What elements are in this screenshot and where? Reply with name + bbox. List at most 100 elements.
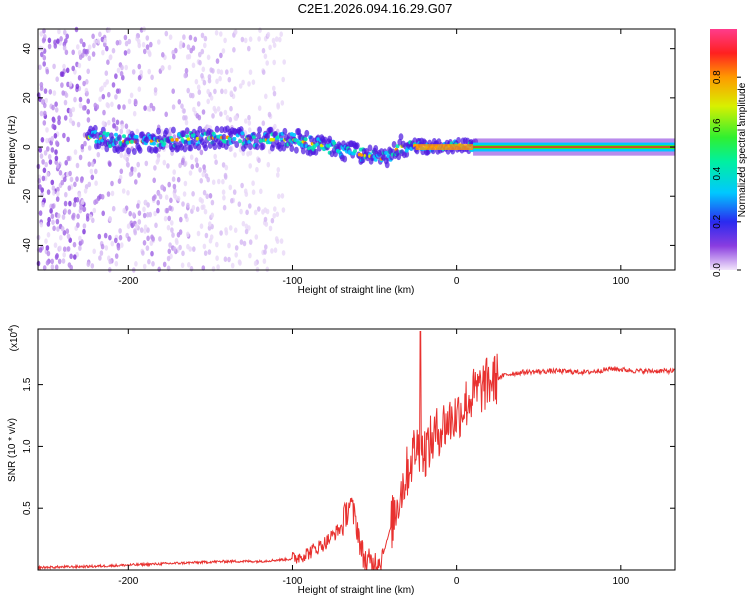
noise-mark xyxy=(186,202,190,209)
noise-mark xyxy=(219,31,223,37)
y-tick-label: -40 xyxy=(22,238,33,253)
noise-mark xyxy=(135,128,140,135)
noise-mark xyxy=(45,260,50,266)
noise-mark xyxy=(104,245,109,251)
noise-mark xyxy=(123,154,127,160)
noise-mark xyxy=(78,54,83,60)
noise-mark xyxy=(56,226,60,232)
noise-mark xyxy=(219,69,224,75)
noise-mark xyxy=(54,264,59,271)
noise-mark xyxy=(60,179,65,186)
noise-mark xyxy=(134,179,138,185)
noise-mark xyxy=(257,206,261,212)
noise-mark xyxy=(54,254,59,260)
noise-mark xyxy=(79,177,84,184)
noise-mark xyxy=(222,195,226,201)
noise-mark xyxy=(56,190,60,197)
noise-mark xyxy=(86,117,91,123)
noise-mark xyxy=(133,166,137,173)
noise-mark xyxy=(108,216,112,222)
noise-mark xyxy=(251,180,255,186)
ridge-core-mark xyxy=(122,134,126,139)
noise-mark xyxy=(69,253,73,260)
noise-mark xyxy=(98,96,102,102)
noise-mark xyxy=(239,208,243,215)
noise-mark xyxy=(241,150,246,156)
noise-mark xyxy=(63,208,67,214)
ridge-band-mark xyxy=(214,125,220,133)
noise-mark xyxy=(151,195,156,202)
noise-mark xyxy=(94,168,98,175)
noise-mark xyxy=(106,191,111,197)
noise-mark xyxy=(178,162,182,169)
ridge-core-mark xyxy=(303,137,308,142)
noise-mark xyxy=(46,250,51,257)
noise-mark xyxy=(115,119,120,126)
ridge-core-mark xyxy=(386,154,391,158)
ridge-band-mark xyxy=(396,153,402,161)
noise-mark xyxy=(120,64,124,71)
noise-mark xyxy=(172,169,176,175)
noise-mark xyxy=(214,30,219,36)
noise-mark xyxy=(88,214,93,220)
noise-mark xyxy=(63,29,67,36)
noise-mark xyxy=(143,224,148,230)
noise-mark xyxy=(41,201,45,208)
noise-mark xyxy=(46,171,50,177)
noise-mark xyxy=(279,31,284,37)
noise-mark xyxy=(85,216,90,222)
x-tick-label: -200 xyxy=(118,276,138,287)
noise-mark xyxy=(233,29,238,35)
noise-mark xyxy=(72,201,77,208)
noise-mark xyxy=(228,116,233,123)
x-tick-label: 100 xyxy=(612,276,629,287)
noise-mark xyxy=(66,246,71,252)
noise-mark xyxy=(241,79,245,86)
noise-mark xyxy=(264,221,269,227)
ridge-core-mark xyxy=(384,150,389,155)
noise-mark xyxy=(201,265,206,271)
noise-mark xyxy=(126,223,131,229)
noise-mark xyxy=(143,105,147,111)
x-tick-label: -100 xyxy=(282,276,302,287)
y-tick-label: 1.0 xyxy=(22,439,33,453)
noise-mark xyxy=(66,136,70,143)
noise-mark xyxy=(180,262,185,269)
noise-mark xyxy=(230,198,234,204)
ridge-band-mark xyxy=(373,145,379,152)
noise-mark xyxy=(76,121,81,128)
noise-mark xyxy=(105,45,109,52)
noise-mark xyxy=(78,235,82,242)
noise-mark xyxy=(64,38,68,44)
noise-mark xyxy=(219,111,223,117)
noise-mark xyxy=(216,264,220,270)
noise-mark xyxy=(160,184,164,191)
noise-mark xyxy=(54,155,59,162)
noise-mark xyxy=(253,260,258,267)
noise-mark xyxy=(182,115,186,121)
noise-mark xyxy=(242,240,247,247)
noise-mark xyxy=(237,201,242,207)
ridge-band-mark xyxy=(149,146,155,154)
noise-mark xyxy=(83,188,88,194)
noise-mark xyxy=(128,210,132,217)
noise-mark xyxy=(182,108,186,114)
noise-mark xyxy=(62,252,66,258)
noise-mark xyxy=(53,242,58,248)
noise-mark xyxy=(201,109,206,115)
noise-mark xyxy=(69,264,73,271)
noise-mark xyxy=(234,115,239,121)
noise-mark xyxy=(98,255,102,261)
noise-mark xyxy=(148,51,152,58)
noise-mark xyxy=(73,254,77,260)
noise-mark xyxy=(166,255,171,262)
noise-mark xyxy=(56,186,60,193)
noise-mark xyxy=(151,261,155,267)
noise-mark xyxy=(166,224,171,231)
noise-mark xyxy=(145,35,150,41)
noise-mark xyxy=(129,92,134,99)
y-tick-label: -20 xyxy=(22,189,33,204)
noise-mark xyxy=(60,82,64,88)
noise-mark xyxy=(203,42,207,49)
noise-mark xyxy=(54,107,59,113)
